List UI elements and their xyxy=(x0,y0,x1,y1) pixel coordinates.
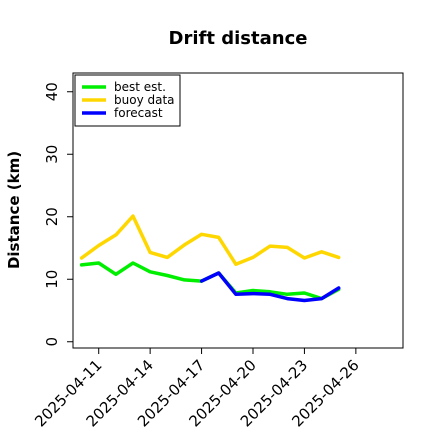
y-axis-label: Distance (km) xyxy=(5,151,23,269)
chart-title: Drift distance xyxy=(169,28,308,49)
legend-label-best-est: best est. xyxy=(114,80,166,94)
y-tick-label: 0 xyxy=(43,337,61,347)
series-line-buoy-data xyxy=(79,214,341,267)
legend-label-buoy-data: buoy data xyxy=(114,93,175,107)
plot-frame xyxy=(72,72,404,349)
y-tick-label: 20 xyxy=(43,207,61,226)
x-axis: 2025-04-112025-04-142025-04-172025-04-20… xyxy=(31,348,363,430)
series-line-best-est xyxy=(79,261,341,301)
y-tick-label: 40 xyxy=(43,82,61,101)
series-lines xyxy=(79,214,341,303)
y-tick-label: 10 xyxy=(43,270,61,289)
series-line-forecast xyxy=(199,271,341,303)
y-axis: 0 10 20 30 40 xyxy=(43,82,73,347)
legend-label-forecast: forecast xyxy=(114,106,163,120)
y-tick-label: 30 xyxy=(43,145,61,164)
